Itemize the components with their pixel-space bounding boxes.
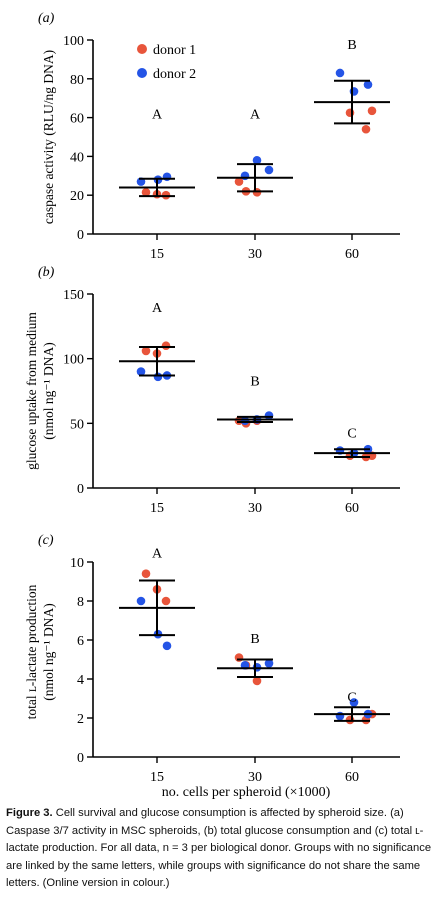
legend-marker-donor-1: [137, 44, 147, 54]
panel-2-y-axis-label: glucose uptake from medium: [24, 312, 39, 470]
panel-3-y-axis-label: (nmol ng⁻¹ DNA): [41, 603, 56, 700]
panel-3-x-tick-label: 60: [345, 770, 359, 785]
panel-3-point-donor-2: [349, 698, 359, 707]
panel-2-y-axis-label: (nmol ng⁻¹ DNA): [41, 342, 56, 439]
panel-3-point-donor-2: [335, 711, 345, 721]
panel-3-significance-letter: A: [152, 546, 163, 561]
panel-2-y-tick-label: 50: [70, 417, 84, 432]
panel-1-y-tick-label: 0: [77, 228, 84, 243]
panel-3-point-donor-1: [161, 596, 171, 606]
panel-3-point-donor-1: [234, 653, 244, 662]
panel-1-y-tick-label: 40: [70, 150, 84, 165]
panel-2-y-tick-label: 0: [77, 482, 84, 497]
panel-1-x-tick-label: 15: [150, 247, 164, 262]
panel-2-x-tick-label: 15: [150, 501, 164, 516]
panel-3-y-tick-label: 0: [77, 751, 84, 766]
panel-1-point-donor-2: [240, 171, 250, 181]
panel-3-y-tick-label: 4: [77, 673, 84, 688]
panel-3-significance-letter: C: [347, 691, 356, 706]
panel-1-point-donor-2: [335, 68, 345, 78]
panel-2-point-donor-1: [141, 346, 151, 356]
panel-1-label: (a): [38, 11, 55, 26]
panel-1-y-tick-label: 20: [70, 189, 84, 204]
panel-1-point-donor-2: [264, 165, 274, 175]
panel-1-point-donor-1: [361, 124, 371, 134]
panel-3-y-tick-label: 8: [77, 595, 84, 610]
panel-1-significance-letter: B: [347, 38, 356, 53]
panel-2-point-donor-1: [161, 341, 171, 351]
panel-3-point-donor-1: [252, 676, 262, 686]
panel-1-point-donor-2: [363, 80, 373, 89]
panel-1-x-tick-label: 60: [345, 247, 359, 262]
panel-3-y-tick-label: 10: [70, 556, 84, 571]
panel-3-point-donor-2: [162, 641, 172, 651]
panel-2-significance-letter: A: [152, 301, 163, 316]
panel-2-x-tick-label: 60: [345, 501, 359, 516]
panel-3-point-donor-1: [141, 569, 151, 578]
panel-2-y-tick-label: 100: [63, 353, 84, 368]
panel-3-y-axis-label: total ʟ-lactate production: [24, 584, 39, 719]
panel-2-significance-letter: C: [347, 426, 356, 441]
panel-3-significance-letter: B: [250, 632, 259, 647]
panel-3-point-donor-2: [264, 659, 274, 668]
panel-1-y-tick-label: 80: [70, 73, 84, 88]
panel-1-point-donor-2: [162, 172, 172, 182]
legend-marker-donor-2: [137, 68, 147, 78]
panel-3-x-tick-label: 30: [248, 770, 262, 785]
panel-2-y-tick-label: 150: [63, 288, 84, 303]
caption-label: Figure 3.: [6, 807, 53, 819]
panel-3-point-donor-2: [136, 596, 146, 606]
panel-1-point-donor-1: [367, 106, 377, 116]
panel-1-y-tick-label: 60: [70, 112, 84, 127]
panel-1-point-donor-2: [349, 87, 359, 96]
caption-text: Cell survival and glucose consumption is…: [6, 807, 432, 889]
panel-1-point-donor-1: [141, 187, 151, 197]
panel-3-y-tick-label: 6: [77, 634, 84, 649]
legend-label-donor-1: donor 1: [153, 43, 196, 58]
panel-3-x-tick-label: 15: [150, 770, 164, 785]
panel-3-label: (c): [38, 533, 54, 548]
panel-3-x-axis-label: no. cells per spheroid (×1000): [162, 785, 331, 800]
panel-2-x-tick-label: 30: [248, 501, 262, 516]
panel-1-point-donor-2: [252, 155, 262, 165]
panel-1-significance-letter: A: [152, 108, 163, 123]
panel-1-point-donor-1: [345, 108, 355, 118]
panel-1-point-donor-1: [234, 177, 244, 186]
panel-2-label: (b): [38, 265, 55, 280]
panel-1-significance-letter: A: [250, 108, 261, 123]
panel-1-y-axis-label: caspase activity (RLU/ng DNA): [41, 50, 56, 224]
panel-2-point-donor-2: [136, 367, 146, 376]
panel-1-y-tick-label: 100: [63, 34, 84, 49]
figure-caption: Figure 3. Cell survival and glucose cons…: [6, 805, 436, 893]
panel-3-y-tick-label: 2: [77, 712, 84, 727]
panel-1-x-tick-label: 30: [248, 247, 262, 262]
legend-label-donor-2: donor 2: [153, 67, 196, 82]
panel-2-significance-letter: B: [250, 375, 259, 390]
